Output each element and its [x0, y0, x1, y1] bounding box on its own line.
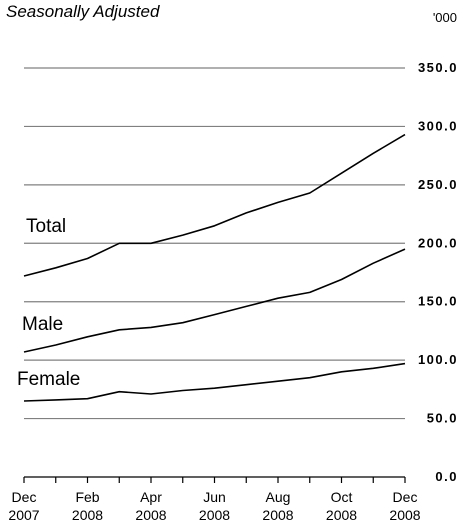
x-axis — [23, 476, 406, 483]
x-tick-label-year: 2008 — [262, 507, 293, 523]
y-tick-labels: 0.0 50.0 100.0 150.0 200.0 250.0 300.0 350.0 — [418, 60, 458, 484]
x-tick-label-year: 2008 — [72, 507, 103, 523]
y-tick-label: 200.0 — [418, 235, 458, 250]
series-line-male — [23, 248, 406, 353]
series-label-female: Female — [17, 369, 80, 390]
x-tick-label-month: Dec — [12, 489, 37, 505]
x-tick-label-month: Jun — [203, 489, 226, 505]
x-tick-labels: Dec 2007 Feb 2008 Apr 2008 Jun 2008 Aug 2008 Oct 20… — [8, 489, 420, 523]
x-tick-label-month: Aug — [266, 489, 291, 505]
y-tick-label: 100.0 — [418, 352, 458, 367]
x-tick-label-year: 2008 — [135, 507, 166, 523]
series-labels: Total Male Female — [17, 216, 80, 390]
series-lines — [23, 133, 406, 402]
y-tick-label: 250.0 — [418, 177, 458, 192]
x-tick-label-year: 2008 — [389, 507, 420, 523]
chart-subtitle: Seasonally Adjusted — [6, 2, 160, 21]
series-line-total — [23, 133, 406, 277]
y-tick-label: 150.0 — [418, 294, 458, 309]
x-tick-label-month: Dec — [393, 489, 418, 505]
x-tick-label-month: Oct — [331, 489, 353, 505]
x-tick-label-year: 2007 — [8, 507, 39, 523]
unit-label: '000 — [433, 10, 457, 25]
series-line-female — [23, 362, 406, 402]
gridlines — [24, 67, 405, 420]
x-tick-label-year: 2008 — [199, 507, 230, 523]
x-tick-label-year: 2008 — [326, 507, 357, 523]
x-tick-label-month: Apr — [140, 489, 162, 505]
y-tick-label: 350.0 — [418, 60, 458, 75]
y-tick-label: 300.0 — [418, 118, 458, 133]
x-tick-label-month: Feb — [75, 489, 99, 505]
series-label-total: Total — [26, 216, 66, 237]
series-label-male: Male — [22, 314, 63, 335]
y-tick-label: 50.0 — [427, 411, 458, 426]
y-tick-label: 0.0 — [435, 469, 458, 484]
